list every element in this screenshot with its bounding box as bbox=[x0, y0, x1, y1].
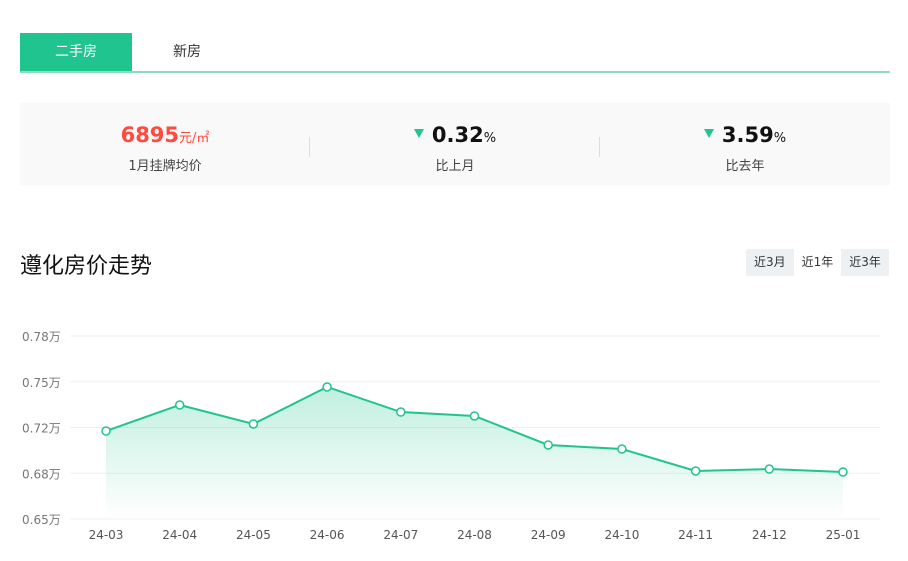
month-change-unit: % bbox=[483, 131, 497, 146]
year-change-unit: % bbox=[773, 131, 787, 146]
stat-month-change: 0.32% 比上月 bbox=[310, 121, 600, 174]
y-tick-label: 0.72万 bbox=[22, 422, 61, 436]
stats-panel: 6895元/㎡ 1月挂牌均价 0.32% 比上月 3.59% 比去年 bbox=[20, 103, 890, 185]
tab-new-house[interactable]: 新房 bbox=[173, 44, 201, 60]
y-tick-label: 0.65万 bbox=[22, 513, 61, 527]
data-point bbox=[322, 382, 332, 392]
range-1-year[interactable]: 近1年 bbox=[793, 249, 842, 276]
x-tick-label: 24-04 bbox=[162, 528, 197, 542]
avg-price-value: 6895 bbox=[120, 123, 180, 147]
range-3-years[interactable]: 近3年 bbox=[849, 255, 881, 269]
divider bbox=[309, 137, 310, 157]
x-tick-label: 24-10 bbox=[604, 528, 639, 542]
house-type-tabs: 二手房 新房 bbox=[20, 33, 890, 73]
x-tick-label: 25-01 bbox=[826, 528, 861, 542]
data-point bbox=[396, 407, 406, 417]
y-tick-label: 0.68万 bbox=[22, 467, 61, 481]
down-arrow-icon bbox=[703, 128, 714, 138]
month-change-value: 0.32 bbox=[431, 123, 484, 147]
data-point bbox=[543, 440, 553, 450]
x-tick-label: 24-07 bbox=[383, 528, 418, 542]
avg-price-unit: 元/㎡ bbox=[179, 131, 210, 146]
data-point bbox=[617, 444, 627, 454]
range-3-months[interactable]: 近3月 bbox=[754, 255, 786, 269]
data-point bbox=[838, 467, 848, 477]
x-tick-label: 24-06 bbox=[310, 528, 345, 542]
x-tick-label: 24-11 bbox=[678, 528, 713, 542]
stat-avg-price: 6895元/㎡ 1月挂牌均价 bbox=[20, 121, 310, 174]
tab-second-hand[interactable]: 二手房 bbox=[20, 33, 132, 71]
data-point bbox=[690, 466, 701, 476]
data-point bbox=[174, 400, 185, 410]
x-tick-label: 24-09 bbox=[531, 528, 566, 542]
down-arrow-icon bbox=[413, 128, 424, 138]
y-tick-label: 0.75万 bbox=[22, 376, 61, 390]
year-change-label: 比去年 bbox=[725, 159, 765, 174]
avg-price-label: 1月挂牌均价 bbox=[128, 159, 202, 174]
x-tick-label: 24-05 bbox=[236, 528, 271, 542]
data-point bbox=[101, 426, 111, 436]
data-point bbox=[469, 411, 480, 421]
month-change-label: 比上月 bbox=[435, 159, 475, 174]
area-fill bbox=[106, 386, 843, 519]
x-tick-label: 24-12 bbox=[752, 528, 787, 542]
time-range-selector: 近3月 近1年 近3年 bbox=[746, 249, 889, 276]
data-point bbox=[764, 464, 775, 474]
year-change-value: 3.59 bbox=[721, 123, 774, 147]
stat-year-change: 3.59% 比去年 bbox=[600, 121, 890, 174]
x-tick-label: 24-03 bbox=[89, 528, 124, 542]
data-point bbox=[248, 419, 259, 429]
section-title: 遵化房价走势 bbox=[20, 254, 153, 279]
x-tick-label: 24-08 bbox=[457, 528, 492, 542]
y-tick-label: 0.78万 bbox=[22, 330, 61, 344]
divider bbox=[599, 137, 600, 157]
